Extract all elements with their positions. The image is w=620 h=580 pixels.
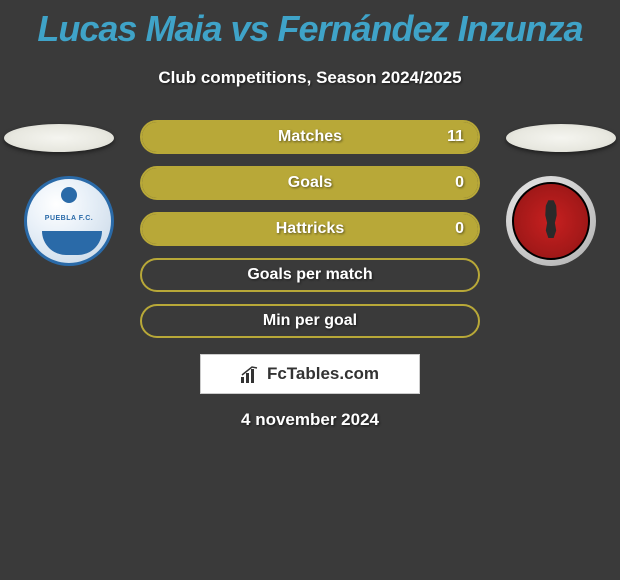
subtitle: Club competitions, Season 2024/2025	[0, 68, 620, 88]
stat-label: Goals	[288, 174, 332, 192]
stat-row-hattricks: Hattricks 0	[140, 212, 480, 246]
player-photo-left	[4, 124, 114, 152]
stat-right-value: 0	[455, 174, 464, 192]
stat-right-value: 0	[455, 220, 464, 238]
stats-panel: Matches 11 Goals 0 Hattricks 0 Goals per…	[140, 120, 480, 350]
stat-row-gpm: Goals per match	[140, 258, 480, 292]
chart-icon	[241, 365, 261, 383]
stat-label: Min per goal	[263, 312, 357, 330]
club-crest-left	[24, 176, 114, 266]
stat-row-matches: Matches 11	[140, 120, 480, 154]
brand-text: FcTables.com	[267, 364, 379, 384]
stat-label: Hattricks	[276, 220, 344, 238]
stat-row-goals: Goals 0	[140, 166, 480, 200]
player-photo-right	[506, 124, 616, 152]
page-title: Lucas Maia vs Fernández Inzunza	[0, 0, 620, 50]
stat-row-mpg: Min per goal	[140, 304, 480, 338]
stat-label: Goals per match	[247, 266, 372, 284]
brand-logo: FcTables.com	[200, 354, 420, 394]
date-text: 4 november 2024	[0, 410, 620, 430]
stat-label: Matches	[278, 128, 342, 146]
stat-right-value: 11	[447, 128, 464, 146]
club-crest-right	[506, 176, 596, 266]
